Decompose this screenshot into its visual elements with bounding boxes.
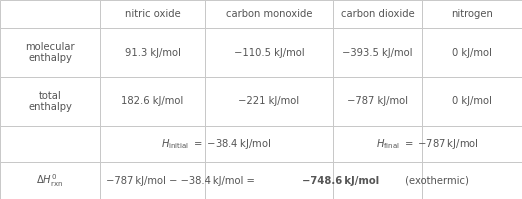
Bar [0, 0, 100, 28]
Bar [333, 126, 422, 162]
Text: −110.5 kJ/mol: −110.5 kJ/mol [234, 48, 304, 58]
Text: 91.3 kJ/mol: 91.3 kJ/mol [125, 48, 181, 58]
Bar [0, 126, 100, 162]
Text: 182.6 kJ/mol: 182.6 kJ/mol [122, 97, 184, 106]
Text: −787 kJ/mol: −787 kJ/mol [347, 97, 408, 106]
Bar [422, 77, 522, 126]
Text: carbon dioxide: carbon dioxide [341, 9, 414, 19]
Text: −748.6 kJ/mol: −748.6 kJ/mol [302, 176, 379, 185]
Bar [333, 0, 422, 28]
Bar [333, 0, 422, 28]
Bar [100, 28, 205, 77]
Text: nitrogen: nitrogen [451, 9, 493, 19]
Bar [205, 28, 333, 77]
Bar [100, 162, 205, 199]
Text: $\mathit{H}_\mathregular{initial}$ $=$ −38.4 kJ/mol: $\mathit{H}_\mathregular{initial}$ $=$ −… [161, 137, 271, 151]
Bar [100, 162, 205, 199]
Text: $\Delta H^0_\mathregular{rxn}$: $\Delta H^0_\mathregular{rxn}$ [37, 172, 64, 189]
Bar [422, 0, 522, 28]
Bar [205, 77, 333, 126]
Bar [100, 77, 205, 126]
Text: nitric oxide: nitric oxide [125, 9, 181, 19]
Bar [333, 28, 422, 77]
Bar [333, 77, 422, 126]
Text: 0 kJ/mol: 0 kJ/mol [452, 48, 492, 58]
Bar [422, 28, 522, 77]
Bar [333, 162, 422, 199]
Bar [333, 162, 422, 199]
Bar [422, 0, 522, 28]
Bar [100, 126, 205, 162]
Bar [422, 28, 522, 77]
Bar [205, 77, 333, 126]
Bar [205, 0, 333, 28]
Bar [0, 162, 100, 199]
Bar [422, 126, 522, 162]
Text: −221 kJ/mol: −221 kJ/mol [239, 97, 300, 106]
Bar [100, 77, 205, 126]
Bar [333, 77, 422, 126]
Bar [0, 28, 100, 77]
Bar [422, 77, 522, 126]
Bar [205, 162, 333, 199]
Text: 0 kJ/mol: 0 kJ/mol [452, 97, 492, 106]
Bar [333, 28, 422, 77]
Bar [100, 0, 205, 28]
Bar [422, 162, 522, 199]
Bar [100, 0, 205, 28]
Bar [333, 126, 422, 162]
Bar [100, 28, 205, 77]
Bar [0, 28, 100, 77]
Text: carbon monoxide: carbon monoxide [226, 9, 312, 19]
Bar [0, 162, 100, 199]
Bar [205, 28, 333, 77]
Text: total
enthalpy: total enthalpy [28, 91, 72, 112]
Text: (exothermic): (exothermic) [401, 176, 469, 185]
Text: −787 kJ/mol − −38.4 kJ/mol =: −787 kJ/mol − −38.4 kJ/mol = [106, 176, 258, 185]
Bar [0, 77, 100, 126]
Text: molecular
enthalpy: molecular enthalpy [25, 42, 75, 63]
Text: $\mathit{H}_\mathregular{final}$ $=$ −787 kJ/mol: $\mathit{H}_\mathregular{final}$ $=$ −78… [376, 137, 479, 151]
Bar [422, 162, 522, 199]
Bar [422, 126, 522, 162]
Bar [0, 77, 100, 126]
Bar [0, 0, 100, 28]
Bar [205, 126, 333, 162]
Bar [100, 126, 205, 162]
Bar [205, 162, 333, 199]
Bar [205, 126, 333, 162]
Bar [205, 0, 333, 28]
Text: −393.5 kJ/mol: −393.5 kJ/mol [342, 48, 413, 58]
Bar [0, 126, 100, 162]
